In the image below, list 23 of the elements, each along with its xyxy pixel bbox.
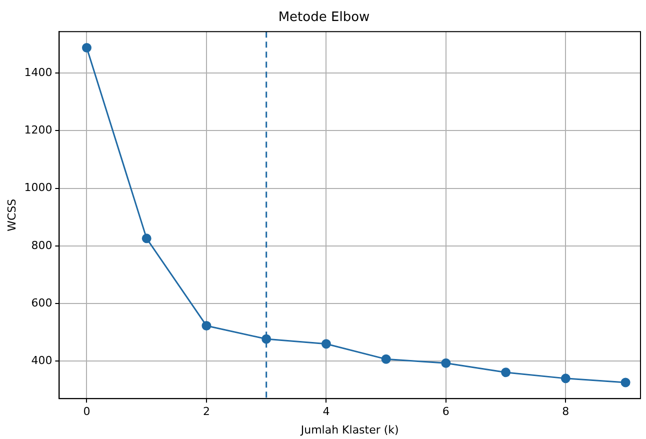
point [82,42,92,52]
point [321,339,331,349]
y-tick-label: 1400 [24,66,52,79]
y-tick-label: 1000 [24,181,52,194]
y-tick-label: 400 [31,354,52,368]
chart-title: Metode Elbow [278,10,370,26]
point [202,320,212,330]
x-tick-label: 6 [442,405,450,418]
y-tick-label: 600 [31,296,52,310]
point [381,354,391,364]
point [142,234,152,244]
point [560,374,570,384]
x-tick-label: 0 [83,405,90,418]
y-tick-label: 800 [31,238,52,252]
y-tick-label: 1200 [24,124,52,137]
point [441,358,451,368]
point [501,368,511,378]
x-tick-label: 8 [562,405,570,418]
x-axis-title: Jumlah Klaster (k) [300,423,399,436]
x-tick-label: 2 [202,405,210,418]
point [620,378,630,388]
y-axis-title: WCSS [5,198,18,232]
x-tick-label: 4 [322,405,330,418]
